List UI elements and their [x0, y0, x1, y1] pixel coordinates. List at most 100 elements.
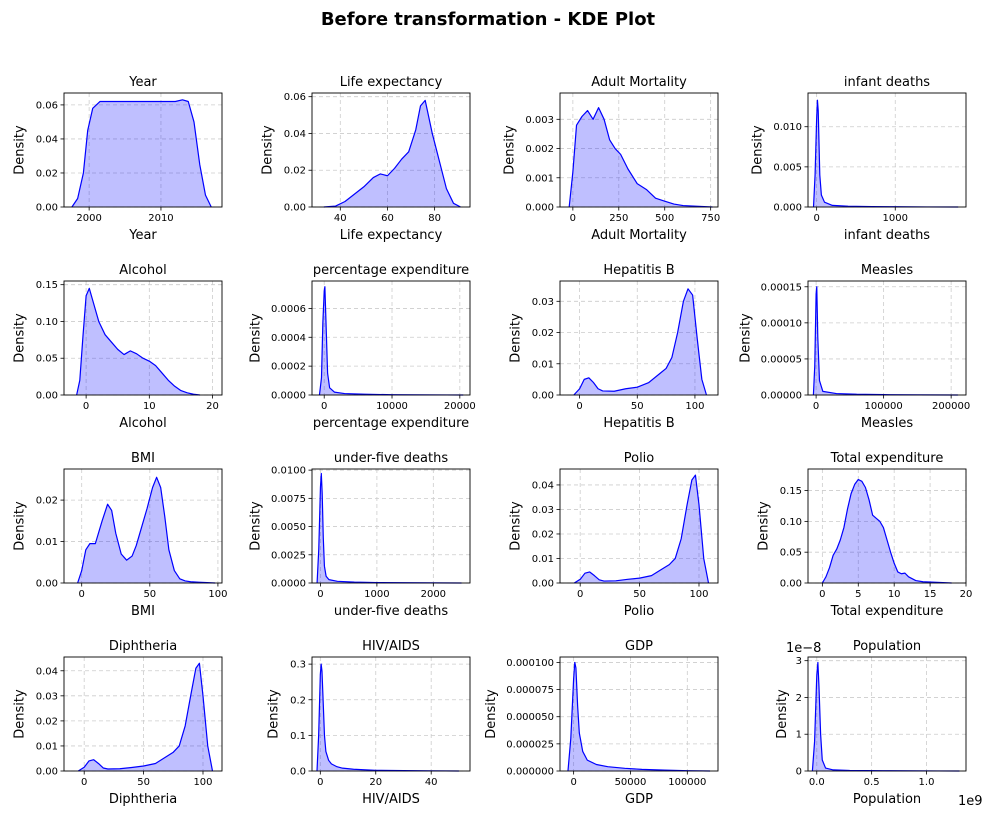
y-tick-label: 0.04 — [532, 480, 554, 491]
y-axis-label: Density — [13, 501, 28, 551]
kde-panel: 0 50 100 0.00 0.01 0.02 0.03 0.04 Diphtheria Diph… — [13, 639, 223, 807]
y-tick-label: 0.00 — [532, 579, 554, 590]
panel-title: Diphtheria — [109, 639, 177, 654]
x-tick-label: 2000 — [421, 589, 446, 600]
kde-area — [569, 107, 713, 207]
axes-frame — [559, 280, 719, 396]
kde-panel: 0 5 10 15 20 0.00 0.05 0.10 0.15 Total expenditur… — [757, 451, 973, 619]
kde-line — [318, 286, 464, 396]
y-tick-label: 0.1 — [290, 731, 306, 742]
x-axis-label: Adult Mortality — [591, 228, 687, 243]
kde-panel: 0 50 100 0.00 0.01 0.02 0.03 Hepatitis B Hepatit… — [509, 263, 719, 431]
x-tick-label: 5 — [855, 589, 861, 600]
kde-line — [811, 661, 960, 772]
y-tick-label: 0.0050 — [271, 522, 306, 533]
y-axis-label: Density — [13, 689, 28, 739]
x-offset-label: 1e9 — [958, 794, 983, 809]
y-tick-label: 0.03 — [532, 505, 554, 516]
axes-frame — [63, 656, 223, 772]
kde-line — [316, 472, 462, 584]
x-tick-label: 0 — [576, 401, 582, 412]
panel-title: Adult Mortality — [591, 75, 687, 90]
kde-panel: 40 60 80 0.00 0.02 0.04 0.06 Life expectancy Lif… — [261, 75, 471, 243]
kde-area — [574, 475, 709, 583]
x-tick-label: 50000 — [615, 777, 647, 788]
kde-panel: 0 100000 200000 0.00000 0.00005 0.00010 0.0001… — [738, 263, 970, 431]
y-axis-label: Density — [775, 689, 790, 739]
panel-title: under-five deaths — [334, 451, 448, 466]
x-tick-label: 50 — [631, 401, 644, 412]
y-tick-label: 0.02 — [532, 328, 554, 339]
y-tick-label: 0.01 — [36, 537, 58, 548]
kde-panel: 0 10 20 0.00 0.05 0.10 0.15 Alcohol Alcohol Densi… — [13, 263, 223, 431]
y-tick-label: 0.04 — [36, 134, 58, 145]
y-tick-label: 2 — [796, 693, 802, 704]
panel-title: Hepatitis B — [603, 263, 674, 278]
x-axis-label: percentage expenditure — [313, 416, 469, 431]
kde-line — [567, 661, 711, 772]
kde-area — [77, 477, 216, 583]
y-tick-label: 0.10 — [36, 317, 58, 328]
axes-frame — [63, 92, 223, 208]
kde-panel: 0 10000 20000 0.0000 0.0002 0.0004 0.0006 perce… — [248, 263, 475, 431]
kde-area — [76, 288, 200, 395]
panel-title: GDP — [625, 639, 653, 654]
y-tick-label: 0.000 — [525, 203, 554, 214]
x-tick-label: 0.0 — [809, 777, 825, 788]
y-tick-label: 0.02 — [532, 529, 554, 540]
kde-line — [316, 663, 459, 772]
kde-area — [323, 100, 461, 207]
x-tick-label: 100 — [193, 777, 212, 788]
x-tick-label: 20000 — [444, 401, 476, 412]
kde-area — [813, 100, 959, 207]
y-axis-label: Density — [13, 313, 28, 363]
x-axis-label: Life expectancy — [340, 228, 443, 243]
y-tick-label: 0.002 — [525, 144, 554, 155]
axes-frame — [559, 468, 719, 584]
axes-frame — [63, 280, 223, 396]
x-tick-label: 0 — [317, 777, 323, 788]
kde-line — [71, 99, 212, 208]
x-tick-label: 250 — [609, 213, 628, 224]
kde-area — [573, 288, 707, 395]
y-axis-label: Density — [13, 125, 28, 175]
axes-frame — [311, 92, 471, 208]
y-axis-label: Density — [751, 125, 766, 175]
panel-title: infant deaths — [844, 75, 930, 90]
figure-title: Before transformation - KDE Plot — [321, 9, 656, 30]
y-tick-label: 0.06 — [284, 92, 306, 103]
axes-frame — [63, 468, 223, 584]
y-tick-label: 0.0006 — [271, 304, 306, 315]
kde-panel: 0 50 100 0.00 0.01 0.02 BMI BMI Density — [13, 451, 228, 619]
y-axis-label: Density — [757, 501, 772, 551]
y-tick-label: 0.00 — [36, 391, 58, 402]
y-tick-label: 0.05 — [36, 354, 58, 365]
kde-area — [316, 664, 459, 771]
x-tick-label: 2000 — [76, 213, 101, 224]
y-tick-label: 0.00 — [532, 391, 554, 402]
x-tick-label: 0 — [81, 777, 87, 788]
y-tick-label: 0.001 — [525, 173, 554, 184]
x-tick-label: 40 — [334, 213, 347, 224]
y-tick-label: 0.10 — [780, 517, 802, 528]
x-tick-label: 60 — [381, 213, 394, 224]
kde-panel: 0 50 100 0.00 0.01 0.02 0.03 0.04 Polio Polio Dens… — [509, 451, 719, 619]
x-axis-label: Population — [853, 792, 921, 807]
y-axis-label: Density — [248, 313, 263, 363]
x-tick-label: 40 — [425, 777, 438, 788]
x-axis-label: BMI — [131, 604, 155, 619]
panel-title: percentage expenditure — [313, 263, 469, 278]
y-axis-label: Density — [261, 125, 276, 175]
x-tick-label: 0 — [819, 589, 825, 600]
panel-title: Life expectancy — [340, 75, 443, 90]
kde-panel: 0 1000 0.000 0.005 0.010 infant deaths infant … — [751, 75, 967, 243]
kde-area — [71, 99, 212, 207]
x-axis-label: HIV/AIDS — [362, 792, 420, 807]
x-tick-label: 50 — [137, 777, 150, 788]
x-tick-label: 100000 — [865, 401, 903, 412]
y-tick-label: 0.04 — [36, 666, 58, 677]
kde-panel: 0.0 0.5 1.0 0 1 2 3 Population Population Density… — [775, 639, 983, 809]
x-axis-label: Total expenditure — [830, 604, 944, 619]
y-tick-label: 0.0004 — [271, 333, 306, 344]
